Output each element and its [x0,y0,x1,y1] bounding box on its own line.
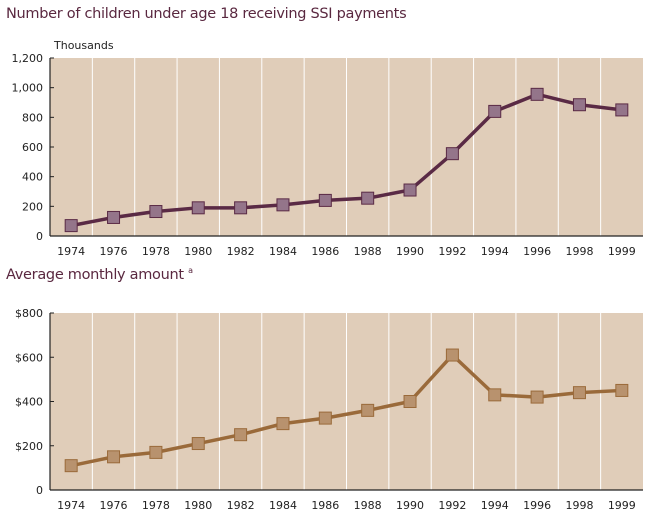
chart2-y-tick-label: $600 [15,351,43,364]
chart1-x-tick-label: 1996 [523,245,551,258]
chart1-y-tick-label: 1,000 [12,82,44,95]
chart1-x-tick-label: 1974 [57,245,85,258]
chart2-x-tick-label: 1978 [142,499,170,512]
chart2-data-point [107,450,121,464]
chart1-x-tick-label: 1978 [142,245,170,258]
chart1-title: Number of children under age 18 receivin… [6,6,407,22]
chart2-x-tick-label: 1988 [354,499,382,512]
chart2-x-tick-label: 1980 [184,499,212,512]
chart2-data-point [403,395,417,408]
chart2-data-point [488,388,502,402]
chart1-data-point [615,103,629,117]
chart1-data-point [276,198,290,212]
chart1-y-tick-label: 200 [22,200,43,213]
chart1-y-tick-label: 600 [22,141,43,154]
chart2-data-point [149,445,163,459]
chart1-x-tick-label: 1998 [565,245,593,258]
chart2-y-tick-label: 0 [36,484,43,497]
chart1-series-line [70,92,623,228]
chart1-x-tick-label: 1986 [311,245,339,258]
chart2-data-point [615,383,629,397]
chart1-x-tick-label: 1980 [184,245,212,258]
chart1-x-tick-label: 1999 [608,245,636,258]
chart2-x-tick-label: 1984 [269,499,297,512]
chart1-data-point [488,104,502,118]
chart2-x-tick-label: 1998 [565,499,593,512]
chart2-title-text: Average monthly amount [6,266,184,283]
chart2-data-point [276,417,290,431]
chart1-y-tick-label: 400 [22,171,43,184]
chart1-data-point [445,147,459,161]
chart1-data-point [191,201,205,215]
chart1-x-tick-label: 1976 [100,245,128,258]
chart2-title-note: a [188,266,193,275]
chart1-x-tick-label: 1990 [396,245,424,258]
chart2-data-point [191,437,205,451]
chart1-data-point [530,87,544,101]
chart2-data-point [445,348,459,362]
chart1-x-tick-label: 1984 [269,245,297,258]
chart1-x-tick-label: 1988 [354,245,382,258]
chart1-y-tick-label: 0 [36,230,43,243]
chart2-y-tick-label: $400 [15,396,43,409]
chart2-x-tick-label: 1990 [396,499,424,512]
chart2-x-tick-label: 1976 [100,499,128,512]
chart1-data-point [403,183,417,197]
chart2-y-tick-label: $800 [15,307,43,320]
chart1-x-tick-label: 1992 [438,245,466,258]
chart1-data-point [149,205,163,219]
chart2-series-line [70,353,622,468]
chart2-title: Average monthly amount a [6,266,193,283]
chart2-data-point [64,459,78,473]
chart2-x-tick-label: 1996 [523,499,551,512]
chart2-x-tick-label: 1982 [227,499,255,512]
chart1-y-tick-label: 800 [22,111,43,124]
chart1-data-point [64,219,78,233]
chart1-data-point [572,98,586,112]
chart1-x-tick-label: 1982 [227,245,255,258]
chart1-data-point [318,193,332,207]
chart2-x-tick-label: 1994 [481,499,509,512]
chart2-x-tick-label: 1974 [57,499,85,512]
chart2-x-tick-label: 1999 [608,499,636,512]
chart1-x-tick-label: 1994 [481,245,509,258]
chart2-data-point [572,386,586,400]
chart1-y-tick-label: 1,200 [12,52,44,65]
chart2-group: 0 $200 $400 $600 $800 1974 1976 1978 1980 1982 198… [15,307,643,512]
chart2-x-tick-label: 1986 [311,499,339,512]
chart2-data-point [234,428,248,442]
chart2-x-tick-label: 1992 [438,499,466,512]
chart2-data-point [318,411,332,425]
chart1-data-point [234,201,248,215]
chart2-y-tick-label: $200 [15,440,43,453]
chart1-group: 0 200 400 600 800 1,000 1,200 Thousands 1974 1976… [12,39,643,258]
chart1-data-point [107,210,121,224]
chart1-y-axis-label: Thousands [53,39,114,52]
chart2-data-point [361,403,375,417]
chart1-data-point [361,191,375,205]
chart2-data-point [530,390,544,404]
